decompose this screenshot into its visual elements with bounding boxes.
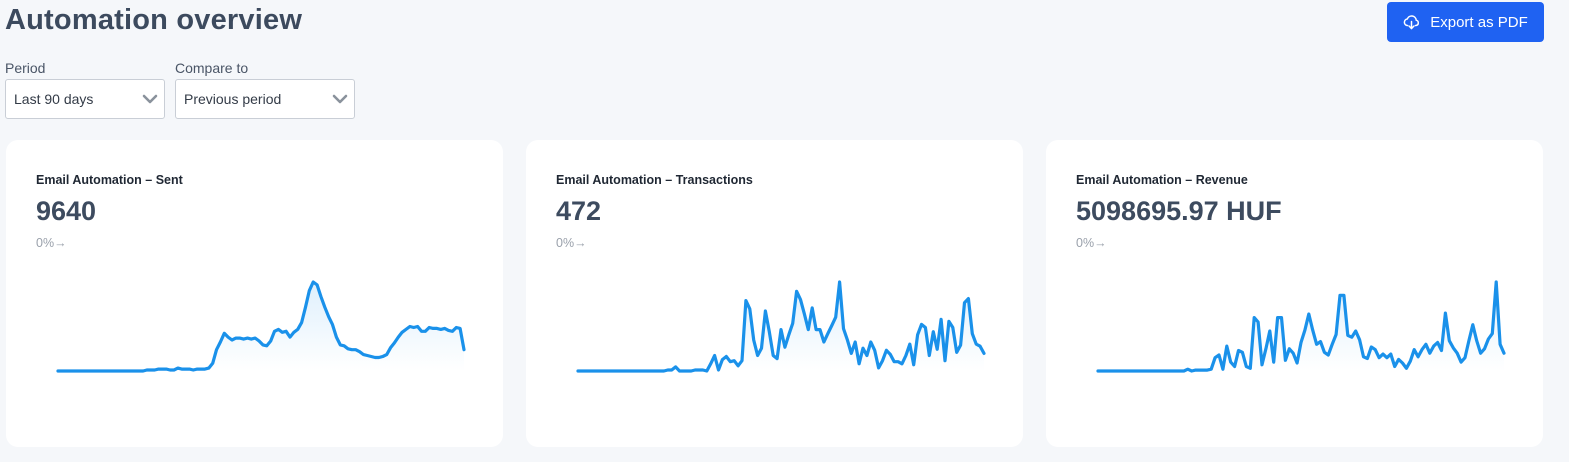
period-select[interactable]: Last 90 days: [5, 79, 165, 119]
card-title: Email Automation – Revenue: [1076, 173, 1248, 187]
card-change: 0%→: [36, 236, 67, 250]
metric-card-transactions: Email Automation – Transactions 472 0%→: [526, 140, 1023, 447]
series-line: [56, 280, 466, 373]
card-value: 9640: [36, 196, 97, 226]
series-area: [58, 282, 464, 371]
card-change: 0%→: [1076, 236, 1107, 250]
card-title: Email Automation – Transactions: [556, 173, 753, 187]
export-pdf-label: Export as PDF: [1430, 13, 1528, 31]
compare-selected-value: Previous period: [184, 91, 282, 107]
sent-line-chart: [56, 280, 466, 373]
page-title: Automation overview: [5, 4, 303, 36]
card-value: 5098695.97 HUF: [1076, 196, 1282, 226]
transactions-line-chart: [576, 280, 986, 373]
compare-select[interactable]: Previous period: [175, 79, 355, 119]
series-area: [578, 282, 984, 371]
compare-filter: Compare to Previous period: [175, 60, 355, 119]
period-label: Period: [5, 60, 46, 76]
series-line: [1096, 280, 1506, 373]
metric-card-sent: Email Automation – Sent 9640 0%→: [6, 140, 503, 447]
period-selected-value: Last 90 days: [14, 91, 94, 107]
period-filter: Period Last 90 days: [5, 60, 165, 119]
card-value: 472: [556, 196, 602, 226]
chevron-down-icon: [142, 94, 158, 104]
card-change: 0%→: [556, 236, 587, 250]
chevron-down-icon: [332, 94, 348, 104]
metric-card-revenue: Email Automation – Revenue 5098695.97 HU…: [1046, 140, 1543, 447]
series-line: [576, 280, 986, 373]
card-title: Email Automation – Sent: [36, 173, 183, 187]
series-area: [1098, 282, 1504, 371]
cloud-download-icon: [1403, 14, 1420, 30]
compare-label: Compare to: [175, 60, 249, 76]
export-pdf-button[interactable]: Export as PDF: [1387, 2, 1544, 42]
revenue-line-chart: [1096, 280, 1506, 373]
